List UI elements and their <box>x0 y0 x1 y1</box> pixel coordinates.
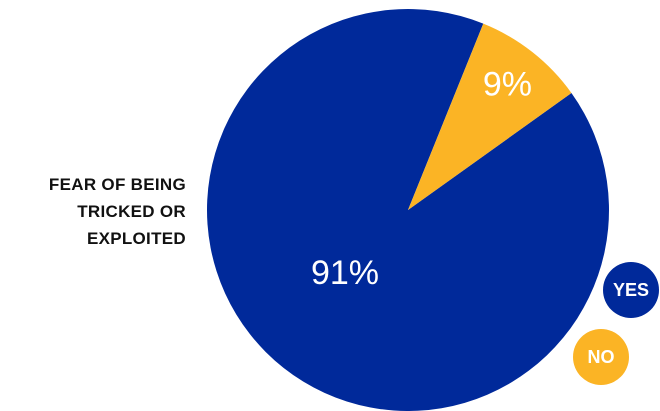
pie-slice-yes <box>207 9 609 411</box>
chart-title: FEAR OF BEING TRICKED OR EXPLOITED <box>0 171 186 252</box>
pie-slice-no <box>408 23 572 210</box>
pie-slices <box>207 9 609 411</box>
pie-label-no: 9% <box>483 66 532 104</box>
legend-no: NO <box>573 329 629 385</box>
pie-label-yes: 91% <box>311 254 379 292</box>
legend-no-label: NO <box>587 346 615 367</box>
pie-labels: 91% 9% <box>311 66 532 292</box>
chart-title-line-2: TRICKED OR <box>77 202 186 221</box>
chart-title-line-1: FEAR OF BEING <box>48 175 186 194</box>
legend-yes: YES <box>603 262 659 318</box>
chart-title-line-3: EXPLOITED <box>86 229 186 248</box>
legend-yes-label: YES <box>612 279 650 300</box>
